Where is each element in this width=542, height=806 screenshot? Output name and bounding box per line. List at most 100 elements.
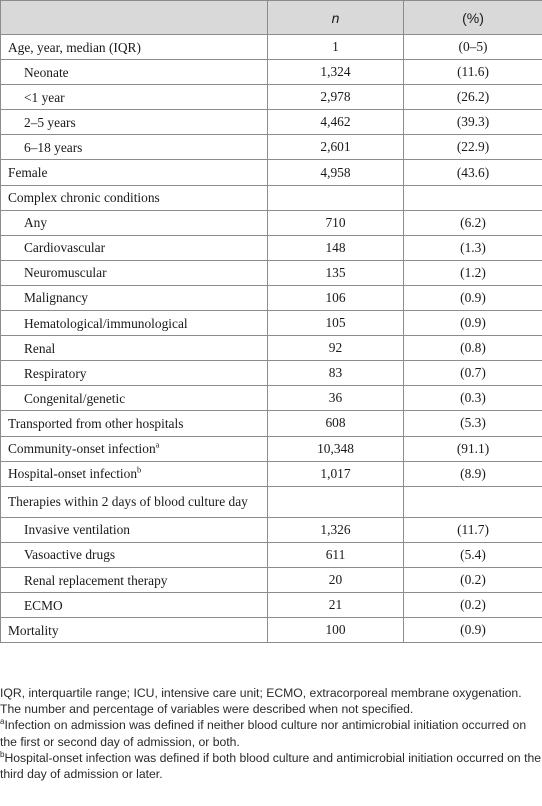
row-label-text: Age, year, median (IQR) bbox=[8, 39, 141, 55]
footnote-b-text: Hospital-onset infection was defined if … bbox=[0, 750, 542, 782]
row-label-text: Cardiovascular bbox=[24, 240, 106, 256]
row-label-text: Female bbox=[8, 165, 48, 181]
row-label-text: Renal replacement therapy bbox=[24, 572, 168, 588]
table-row: Neonate 1,324 (11.6) bbox=[0, 59, 542, 86]
row-label: Any bbox=[0, 209, 268, 236]
row-percent: (5.4) bbox=[403, 541, 542, 568]
row-label: Neonate bbox=[0, 59, 268, 86]
row-percent: (0–5) bbox=[403, 33, 542, 61]
characteristics-table: n (%) Age, year, median (IQR) 1 (0–5) Neona… bbox=[0, 0, 542, 644]
row-count bbox=[267, 184, 404, 211]
row-count bbox=[267, 485, 404, 518]
row-label: Hematological/immunological bbox=[0, 310, 268, 337]
table-row: 2–5 years 4,462 (39.3) bbox=[0, 109, 542, 136]
row-label: ECMO bbox=[0, 592, 268, 619]
row-label-text: Vasoactive drugs bbox=[24, 547, 116, 563]
row-label: Vasoactive drugs bbox=[0, 541, 268, 568]
row-percent: (0.9) bbox=[403, 310, 542, 337]
row-count: 611 bbox=[267, 541, 404, 568]
row-label-text: Neonate bbox=[24, 64, 69, 80]
row-percent: (11.7) bbox=[403, 516, 542, 543]
row-label: 6–18 years bbox=[0, 134, 268, 161]
row-count: 1,324 bbox=[267, 59, 404, 86]
row-count: 1 bbox=[267, 33, 404, 61]
table-row: Complex chronic conditions bbox=[0, 184, 542, 211]
table-row: Mortality 100 (0.9) bbox=[0, 617, 542, 644]
row-label-text: Renal bbox=[24, 340, 56, 356]
footnote-general: The number and percentage of variables w… bbox=[0, 702, 414, 717]
row-count: 92 bbox=[267, 335, 404, 362]
row-label: Complex chronic conditions bbox=[0, 184, 268, 211]
row-count: 608 bbox=[267, 410, 404, 437]
row-label: Invasive ventilation bbox=[0, 516, 268, 543]
row-percent: (0.8) bbox=[403, 335, 542, 362]
row-label-text: 2–5 years bbox=[24, 114, 76, 130]
table-footnotes: IQR, interquartile range; ICU, intensive… bbox=[0, 685, 542, 782]
row-label: Community-onset infectiona bbox=[0, 435, 268, 462]
row-label: Transported from other hospitals bbox=[0, 410, 268, 437]
table-row: Therapies within 2 days of blood culture… bbox=[0, 485, 542, 518]
row-percent: (0.7) bbox=[403, 360, 542, 387]
row-percent: (1.3) bbox=[403, 234, 542, 261]
table-row: Female 4,958 (43.6) bbox=[0, 159, 542, 186]
footnote-marker: b bbox=[137, 464, 142, 475]
footnote-a: aInfection on admission was defined if n… bbox=[0, 717, 542, 749]
row-label: Malignancy bbox=[0, 284, 268, 312]
row-percent: (22.9) bbox=[403, 134, 542, 161]
header-label bbox=[0, 0, 268, 35]
row-percent bbox=[403, 184, 542, 211]
row-label: Female bbox=[0, 159, 268, 186]
row-label-text: Invasive ventilation bbox=[24, 522, 130, 538]
row-label-text: 6–18 years bbox=[24, 139, 83, 155]
row-count: 83 bbox=[267, 360, 404, 387]
row-percent: (1.2) bbox=[403, 259, 542, 286]
row-label-text: Therapies within 2 days of blood culture… bbox=[8, 494, 248, 510]
row-percent: (39.3) bbox=[403, 109, 542, 136]
table-row: Malignancy 106 (0.9) bbox=[0, 284, 542, 312]
row-label: <1 year bbox=[0, 84, 268, 111]
table-row: Vasoactive drugs 611 (5.4) bbox=[0, 541, 542, 568]
table-row: Invasive ventilation 1,326 (11.7) bbox=[0, 516, 542, 543]
row-percent: (91.1) bbox=[403, 435, 542, 462]
row-label: Renal bbox=[0, 335, 268, 362]
row-count: 105 bbox=[267, 310, 404, 337]
table-row: <1 year 2,978 (26.2) bbox=[0, 84, 542, 111]
row-label: Age, year, median (IQR) bbox=[0, 33, 268, 61]
row-label-text: Neuromuscular bbox=[24, 265, 107, 281]
table-row: Renal 92 (0.8) bbox=[0, 335, 542, 362]
footnote-b: bHospital-onset infection was defined if… bbox=[0, 750, 542, 782]
header-n: n bbox=[267, 0, 404, 35]
row-count: 135 bbox=[267, 259, 404, 286]
row-count: 1,017 bbox=[267, 460, 404, 487]
row-count: 4,462 bbox=[267, 109, 404, 136]
row-label-text: Respiratory bbox=[24, 365, 87, 381]
table-container: n (%) Age, year, median (IQR) 1 (0–5) Neona… bbox=[0, 0, 542, 644]
row-count: 148 bbox=[267, 234, 404, 261]
table-row: ECMO 21 (0.2) bbox=[0, 592, 542, 619]
row-label: Renal replacement therapy bbox=[0, 566, 268, 594]
table-row: 6–18 years 2,601 (22.9) bbox=[0, 134, 542, 161]
row-label: Respiratory bbox=[0, 360, 268, 387]
table-row: Hematological/immunological 105 (0.9) bbox=[0, 310, 542, 337]
row-count: 2,978 bbox=[267, 84, 404, 111]
footnote-marker: a bbox=[155, 439, 160, 450]
row-count: 36 bbox=[267, 385, 404, 412]
row-label: Mortality bbox=[0, 617, 268, 644]
row-label: Congenital/genetic bbox=[0, 385, 268, 412]
table-row: Any 710 (6.2) bbox=[0, 209, 542, 236]
header-pct: (%) bbox=[403, 0, 542, 35]
footnote-abbreviations: IQR, interquartile range; ICU, intensive… bbox=[0, 686, 522, 700]
row-count: 710 bbox=[267, 209, 404, 236]
row-label-text: Hematological/immunological bbox=[24, 315, 188, 331]
row-count: 106 bbox=[267, 284, 404, 312]
row-label: Cardiovascular bbox=[0, 234, 268, 261]
row-percent: (8.9) bbox=[403, 460, 542, 487]
row-percent: (5.3) bbox=[403, 410, 542, 437]
row-label-text: Malignancy bbox=[24, 290, 88, 306]
row-label-text: Congenital/genetic bbox=[24, 390, 126, 406]
table-header: n (%) bbox=[0, 0, 542, 35]
row-percent: (26.2) bbox=[403, 84, 542, 111]
row-label: 2–5 years bbox=[0, 109, 268, 136]
row-label-text: Complex chronic conditions bbox=[8, 190, 160, 206]
row-label: Neuromuscular bbox=[0, 259, 268, 286]
